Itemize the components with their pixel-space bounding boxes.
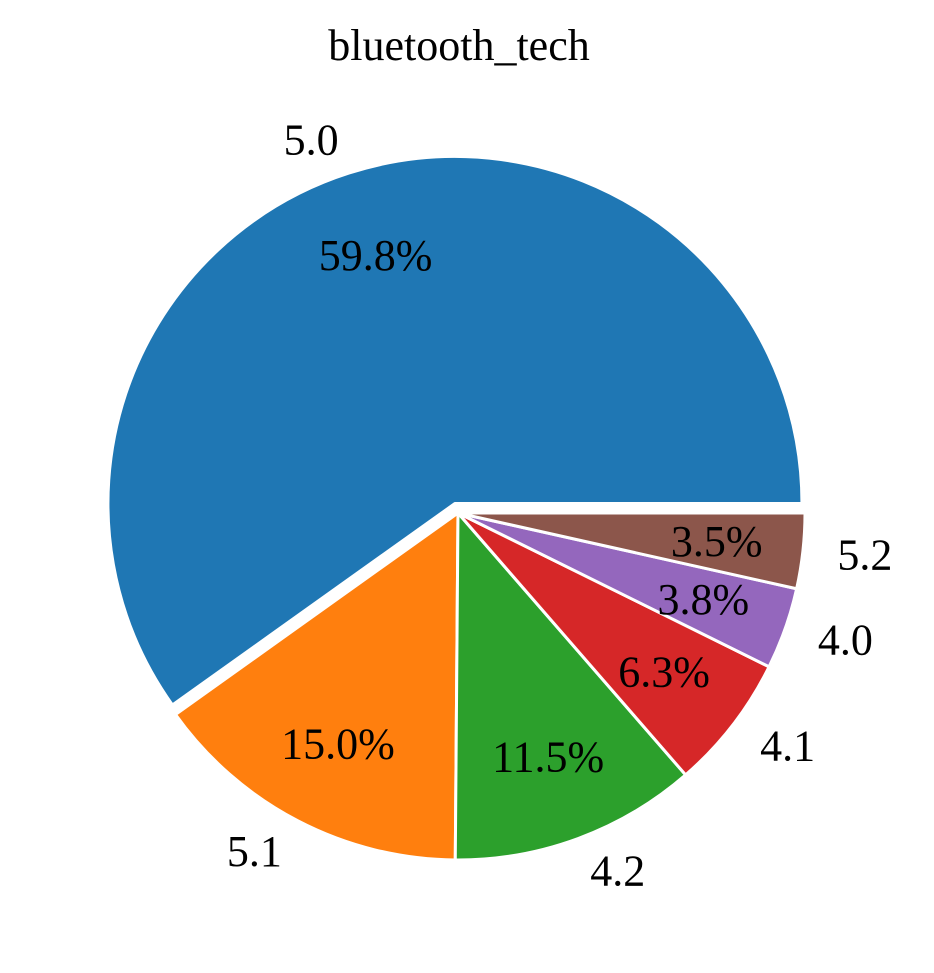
chart-title: bluetooth_tech — [328, 21, 590, 70]
slice-label-4-0: 4.0 — [818, 616, 873, 665]
pie-labels: 5.0 59.8% 5.1 15.0% 4.2 11.5% 4.1 6.3% 4.0 3.8% 5.… — [227, 115, 893, 895]
pie-slices — [106, 155, 807, 862]
pie-slice-4-2 — [453, 511, 688, 862]
pie-slice-5-1 — [173, 511, 460, 862]
pie-slice-5-2 — [456, 511, 807, 591]
slice-label-4-1: 4.1 — [760, 722, 815, 771]
slice-percent-4-2: 11.5% — [492, 733, 604, 782]
slice-percent-5-0: 59.8% — [319, 231, 433, 280]
slice-label-5-1: 5.1 — [227, 827, 282, 876]
pie-slice-4-1 — [456, 511, 771, 777]
slice-percent-5-1: 15.0% — [281, 719, 395, 768]
slice-label-5-0: 5.0 — [284, 115, 339, 164]
slice-percent-4-1: 6.3% — [618, 647, 710, 696]
slice-label-5-2: 5.2 — [837, 530, 892, 579]
slice-percent-5-2: 3.5% — [671, 517, 763, 566]
slice-label-4-2: 4.2 — [590, 847, 645, 896]
slice-percent-4-0: 3.8% — [658, 575, 750, 624]
pie-slice-5-0 — [106, 155, 804, 707]
